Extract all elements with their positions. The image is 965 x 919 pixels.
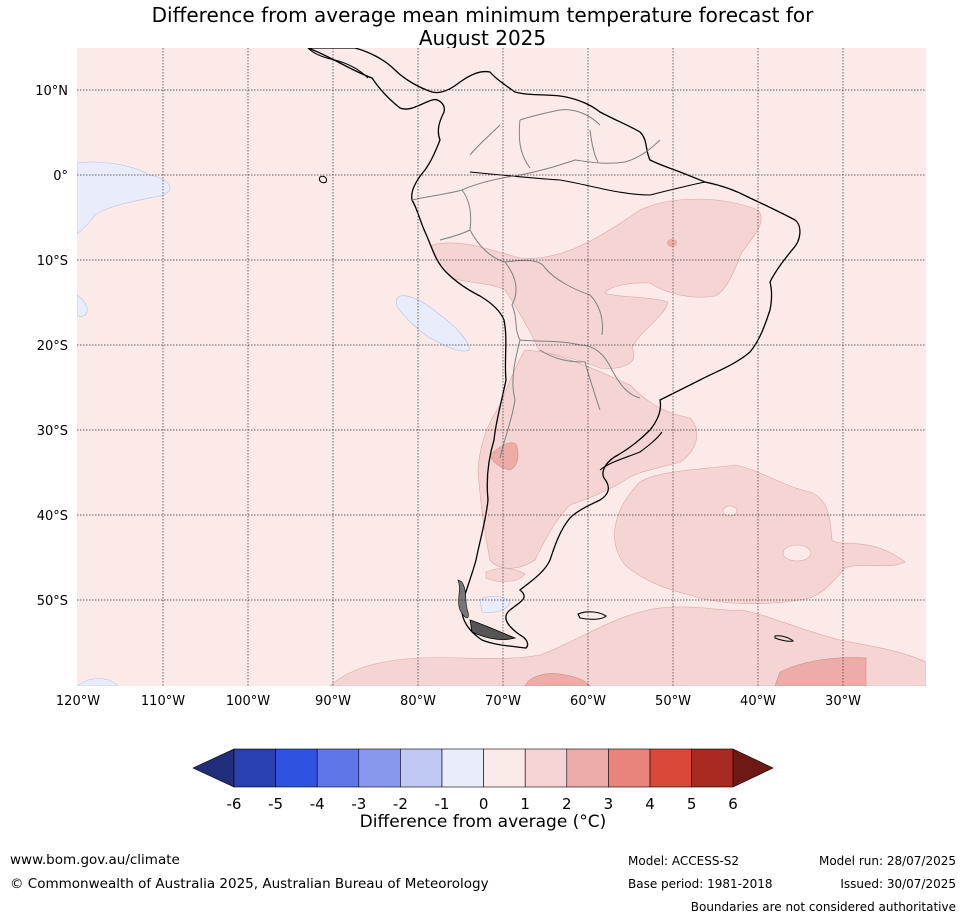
south-america-coastline — [307, 48, 801, 649]
colorbar-arrow-right — [732, 748, 774, 788]
lon-label: 120°W — [56, 694, 100, 709]
lon-label: 110°W — [141, 694, 185, 709]
colorbar-tick: 0 — [479, 795, 489, 813]
south-georgia — [774, 635, 795, 642]
tierra-del-fuego — [469, 619, 517, 640]
anomaly-cool-patagonia — [479, 596, 511, 613]
colorbar-label: Difference from average (°C) — [360, 812, 607, 832]
colorbar — [192, 748, 774, 788]
colorbar-swatch — [233, 748, 276, 788]
footer-model-run: Model run: 28/07/2025 — [818, 854, 956, 868]
colorbar-tick: -6 — [227, 795, 242, 813]
map-title: Difference from average mean minimum tem… — [0, 4, 965, 50]
footer-website[interactable]: www.bom.gov.au/climate — [10, 852, 180, 868]
colorbar-swatch — [608, 748, 651, 788]
colorbar-swatch — [524, 748, 568, 788]
colorbar-tick: 4 — [645, 795, 655, 813]
anomaly-region-south-atlantic — [614, 464, 906, 604]
lon-label: 60°W — [570, 694, 606, 709]
anomaly-region-southern-ocean — [329, 606, 926, 686]
colorbar-swatch — [566, 748, 609, 788]
lat-label: 10°S — [37, 254, 68, 269]
colorbar-swatch — [358, 748, 401, 788]
anomaly-strong-brazil-spot — [667, 239, 677, 247]
colorbar-swatch — [649, 748, 692, 788]
colorbar-swatch — [441, 748, 484, 788]
colorbar-tick: 6 — [728, 795, 738, 813]
galapagos-islands — [319, 175, 327, 184]
country-borders — [411, 109, 661, 459]
lon-label: 50°W — [655, 694, 691, 709]
lon-label: 90°W — [315, 694, 351, 709]
anomaly-cool-southwest — [77, 678, 119, 686]
colorbar-swatch — [275, 748, 318, 788]
lat-label: 10°N — [35, 84, 68, 99]
rio-de-la-plata — [599, 431, 663, 471]
footer-model: Model: ACCESS-S2 — [628, 854, 740, 868]
title-line-2: August 2025 — [418, 26, 547, 50]
anomaly-cool-equatorial-pacific — [77, 161, 171, 235]
colorbar-swatch — [483, 748, 526, 788]
lon-label: 30°W — [825, 694, 861, 709]
title-line-1: Difference from average mean minimum tem… — [151, 3, 814, 27]
colorbar-tick: 2 — [562, 795, 572, 813]
lat-label: 30°S — [37, 424, 68, 439]
anomaly-strong-argentina — [489, 442, 519, 471]
lon-label: 70°W — [485, 694, 521, 709]
footer-issued: Issued: 30/07/2025 — [840, 877, 956, 891]
lat-label: 40°S — [37, 509, 68, 524]
lon-label: 100°W — [226, 694, 270, 709]
central-america-coastline — [307, 48, 369, 79]
colorbar-swatch — [400, 748, 443, 788]
footer-base-period: Base period: 1981-2018 — [628, 877, 773, 891]
lat-label: 50°S — [37, 594, 68, 609]
colorbar-tick: -2 — [393, 795, 408, 813]
anomaly-cool-peru-coast — [395, 295, 471, 352]
chilean-archipelago — [457, 579, 469, 619]
colorbar-tick: 5 — [687, 795, 697, 813]
anomaly-region-central — [477, 349, 698, 569]
colorbar-tick: -5 — [268, 795, 283, 813]
anomaly-hole-2 — [782, 544, 812, 562]
colorbar-tick: 1 — [520, 795, 530, 813]
colorbar-tick: -1 — [435, 795, 450, 813]
lat-label: 0° — [53, 169, 68, 184]
colorbar-tick: 3 — [604, 795, 614, 813]
falkland-islands — [577, 611, 607, 620]
anomaly-hole-1 — [722, 505, 738, 517]
anomaly-cool-west-edge — [77, 294, 88, 317]
lon-label: 40°W — [740, 694, 776, 709]
colorbar-arrow-left — [192, 748, 235, 788]
footer-copyright: © Commonwealth of Australia 2025, Austra… — [10, 876, 489, 892]
lat-label: 20°S — [37, 339, 68, 354]
anomaly-strong-drake — [524, 673, 591, 686]
colorbar-swatch — [316, 748, 360, 788]
anomaly-region-north-brazil — [431, 198, 762, 369]
anomaly-region-patagonia — [485, 568, 526, 582]
map-gridlines — [77, 48, 926, 686]
lon-label: 80°W — [400, 694, 436, 709]
colorbar-swatch — [691, 748, 734, 788]
colorbar-tick: -3 — [351, 795, 366, 813]
footer-disclaimer: Boundaries are not considered authoritat… — [690, 900, 956, 914]
colorbar-tick: -4 — [310, 795, 325, 813]
